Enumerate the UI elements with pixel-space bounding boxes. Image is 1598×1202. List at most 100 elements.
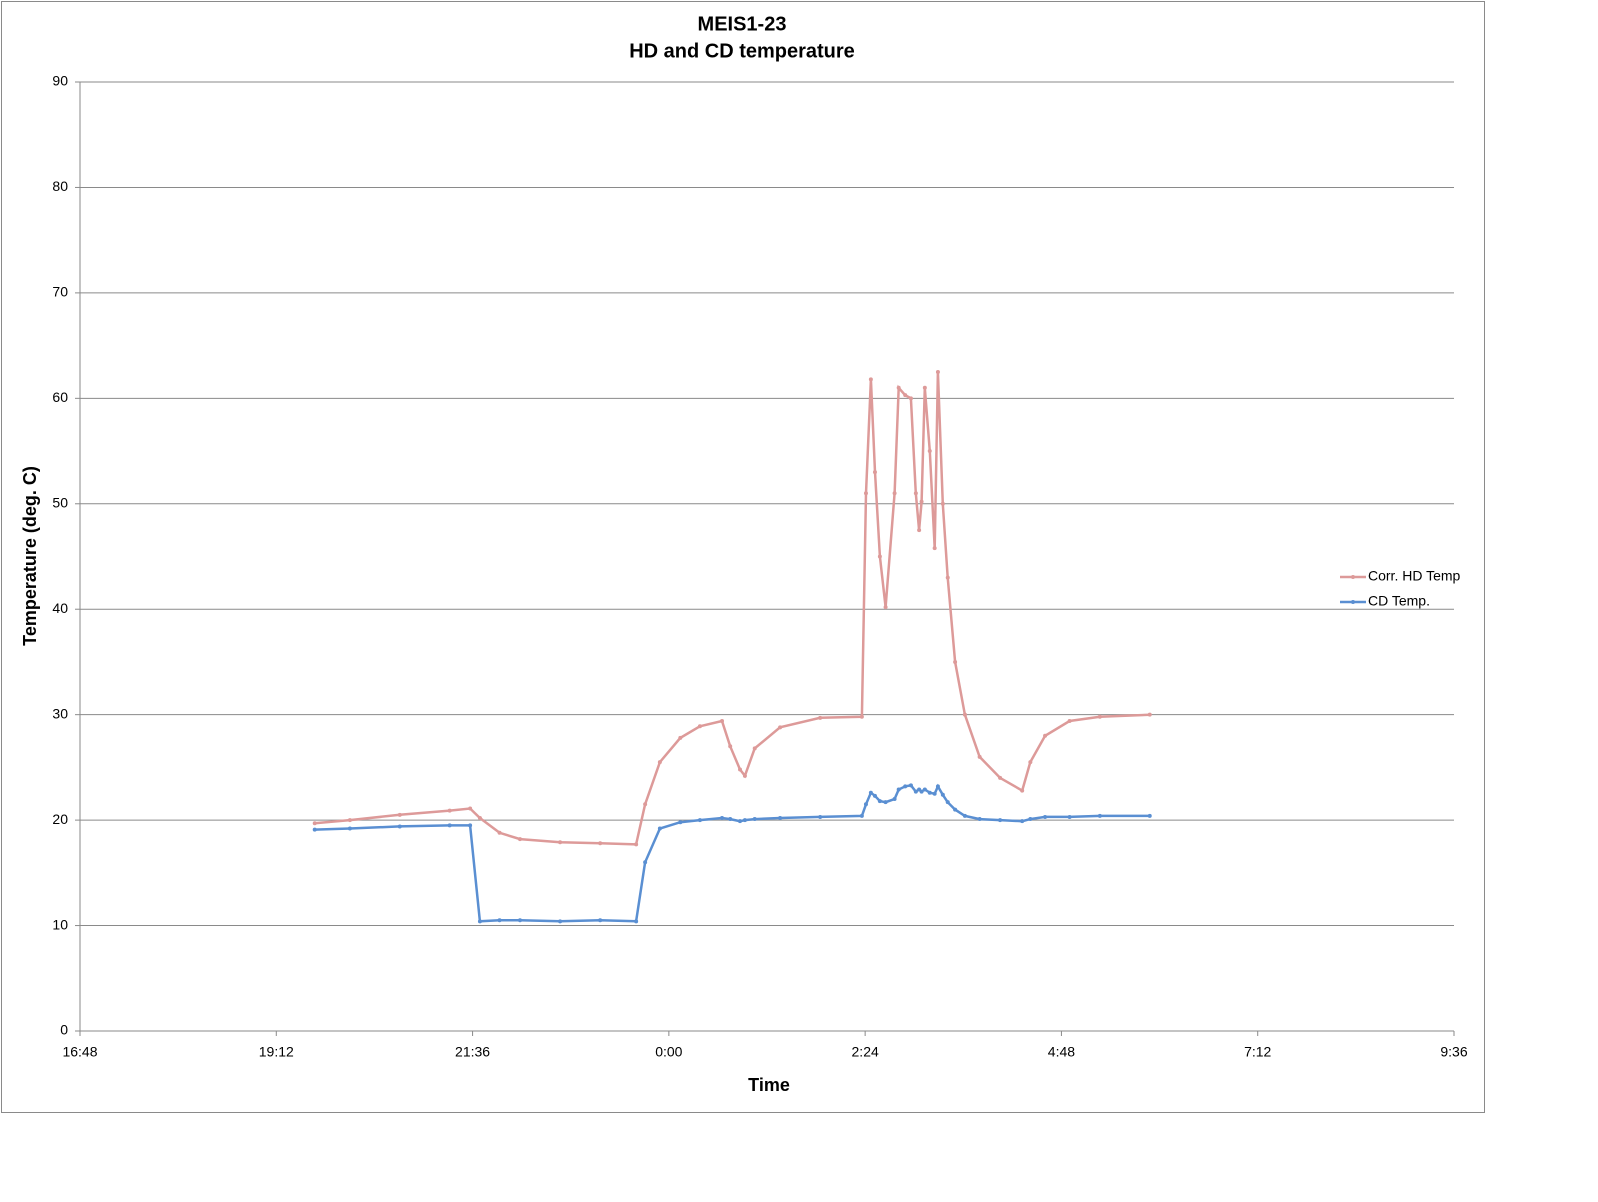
data-point	[1028, 817, 1033, 822]
data-point	[903, 784, 908, 789]
data-point	[859, 714, 864, 719]
data-point	[998, 818, 1003, 823]
data-point	[919, 499, 924, 504]
y-tick-label: 40	[52, 600, 68, 616]
data-point	[922, 385, 927, 390]
data-point	[1020, 819, 1025, 824]
y-tick-label: 10	[52, 916, 68, 932]
data-point	[896, 787, 901, 792]
legend-label: Corr. HD Temp	[1368, 568, 1461, 584]
data-point	[477, 816, 482, 821]
data-point	[752, 817, 757, 822]
data-point	[940, 792, 945, 797]
data-point	[883, 605, 888, 610]
data-point	[977, 817, 982, 822]
data-point	[778, 816, 783, 821]
data-point	[919, 789, 924, 794]
data-point	[347, 818, 352, 823]
data-point	[935, 784, 940, 789]
data-point	[863, 491, 868, 496]
y-tick-label: 20	[52, 811, 68, 827]
data-point	[872, 793, 877, 798]
data-point	[468, 806, 473, 811]
data-point	[697, 724, 702, 729]
x-axis-title: Time	[748, 1075, 790, 1095]
x-tick-label: 19:12	[259, 1044, 294, 1060]
data-point	[863, 802, 868, 807]
data-point	[922, 787, 927, 792]
y-tick-label: 50	[52, 494, 68, 510]
data-point	[447, 823, 452, 828]
data-point	[1067, 814, 1072, 819]
data-point	[953, 807, 958, 812]
x-tick-label: 2:24	[852, 1044, 879, 1060]
data-point	[518, 918, 523, 923]
data-point	[977, 754, 982, 759]
data-point	[1147, 813, 1152, 818]
data-point	[678, 735, 683, 740]
x-tick-label: 16:48	[62, 1044, 97, 1060]
data-point	[477, 919, 482, 924]
data-point	[1097, 813, 1102, 818]
data-point	[818, 814, 823, 819]
data-point	[868, 377, 873, 382]
data-point	[518, 837, 523, 842]
chart-frame	[1, 1, 1485, 1113]
data-point	[872, 470, 877, 475]
data-point	[634, 842, 639, 847]
data-point	[738, 767, 743, 772]
data-point	[598, 841, 603, 846]
data-point	[877, 554, 882, 559]
data-point	[896, 385, 901, 390]
y-tick-label: 60	[52, 389, 68, 405]
data-point	[1043, 733, 1048, 738]
data-point	[728, 744, 733, 749]
data-point	[927, 790, 932, 795]
x-tick-label: 4:48	[1048, 1044, 1075, 1060]
x-tick-label: 9:36	[1440, 1044, 1467, 1060]
data-point	[728, 817, 733, 822]
data-point	[945, 800, 950, 805]
data-point	[1097, 714, 1102, 719]
y-tick-label: 80	[52, 178, 68, 194]
data-point	[913, 789, 918, 794]
data-point	[312, 821, 317, 826]
data-point	[468, 823, 473, 828]
chart-title: MEIS1-23	[698, 13, 787, 35]
chart-subtitle: HD and CD temperature	[629, 40, 855, 62]
data-point	[883, 800, 888, 805]
data-point	[877, 799, 882, 804]
data-point	[447, 808, 452, 813]
data-point	[742, 773, 747, 778]
data-point	[598, 918, 603, 923]
data-point	[657, 826, 662, 831]
data-point	[643, 860, 648, 865]
data-point	[778, 725, 783, 730]
data-point	[953, 659, 958, 664]
data-point	[859, 813, 864, 818]
data-point	[945, 575, 950, 580]
data-point	[312, 827, 317, 832]
data-point	[558, 840, 563, 845]
data-point	[917, 528, 922, 533]
data-point	[962, 712, 967, 717]
data-point	[935, 369, 940, 374]
y-tick-label: 0	[60, 1022, 68, 1038]
legend-label: CD Temp.	[1368, 593, 1430, 609]
data-point	[657, 760, 662, 765]
data-point	[347, 826, 352, 831]
data-point	[940, 501, 945, 506]
data-point	[738, 819, 743, 824]
x-tick-label: 0:00	[655, 1044, 682, 1060]
data-point	[634, 919, 639, 924]
legend-marker	[1351, 575, 1355, 579]
data-point	[927, 449, 932, 454]
data-point	[397, 824, 402, 829]
data-point	[913, 491, 918, 496]
data-point	[643, 802, 648, 807]
data-point	[962, 813, 967, 818]
data-point	[1067, 718, 1072, 723]
x-tick-label: 7:12	[1244, 1044, 1271, 1060]
data-point	[497, 918, 502, 923]
